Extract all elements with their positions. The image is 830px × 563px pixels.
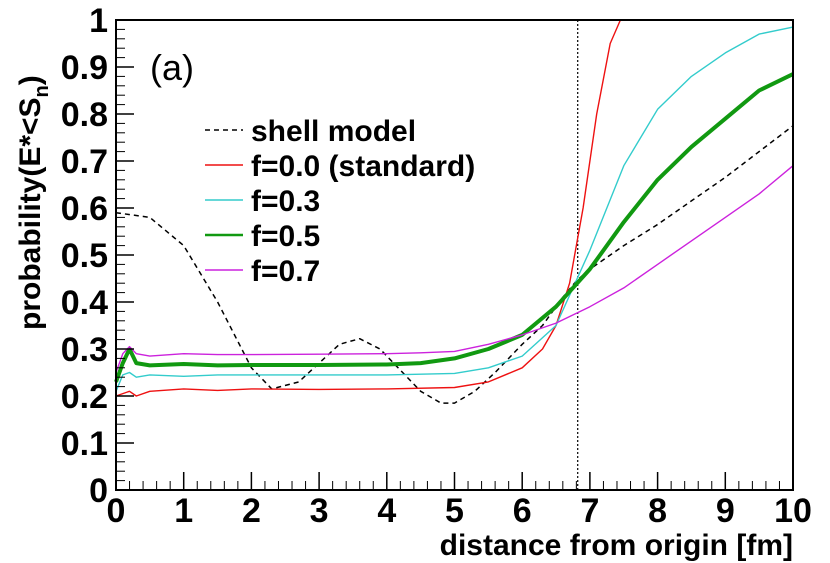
y-tick-label-6: 0.6 [61,190,108,228]
panel-label: (a) [150,47,194,88]
x-axis-title: distance from origin [fm] [440,529,793,562]
series-line-3 [114,72,794,383]
series-line-1 [115,19,793,397]
legend-label-1: f=0.0 (standard) [251,150,475,183]
y-tick-label-4: 0.4 [61,284,108,322]
y-tick-label-10: 1 [89,2,108,40]
plot-frame [115,19,794,491]
y-axis-title-subscript: n [31,85,53,97]
legend-label-0: shell model [251,115,416,148]
y-tick-label-8: 0.8 [61,96,108,134]
y-axis-title-group: probability(E*<Sn) [14,75,53,330]
y-axis-title-close: ) [14,75,47,85]
x-tick-label-5: 5 [445,492,464,530]
y-tick-label-0: 0 [89,472,108,510]
x-tick-label-0: 0 [107,492,126,530]
legend-label-2: f=0.3 [251,185,320,218]
legend-label-3: f=0.5 [251,220,320,253]
x-tick-label-6: 6 [513,492,532,530]
x-tick-label-10: 10 [774,492,812,530]
x-tick-label-7: 7 [580,492,599,530]
x-tick-label-2: 2 [242,492,261,530]
y-axis-title: probability(E*<S [14,97,47,330]
legend-label-4: f=0.7 [251,255,320,288]
y-tick-label-3: 0.3 [61,331,108,369]
x-tick-label-1: 1 [174,492,193,530]
y-tick-label-1: 0.1 [61,425,108,463]
series-line-4 [115,165,794,373]
x-tick-label-4: 4 [377,492,396,530]
x-tick-label-3: 3 [310,492,329,530]
series-line-0 [115,125,794,404]
y-tick-label-7: 0.7 [61,143,108,181]
x-tick-label-9: 9 [716,492,735,530]
y-tick-label-2: 0.2 [61,378,108,416]
x-tick-label-8: 8 [648,492,667,530]
y-tick-label-9: 0.9 [61,49,108,87]
svg-text:probability(E*<Sn): probability(E*<Sn) [14,75,53,330]
y-tick-label-5: 0.5 [61,237,108,275]
series-line-2 [115,26,794,392]
